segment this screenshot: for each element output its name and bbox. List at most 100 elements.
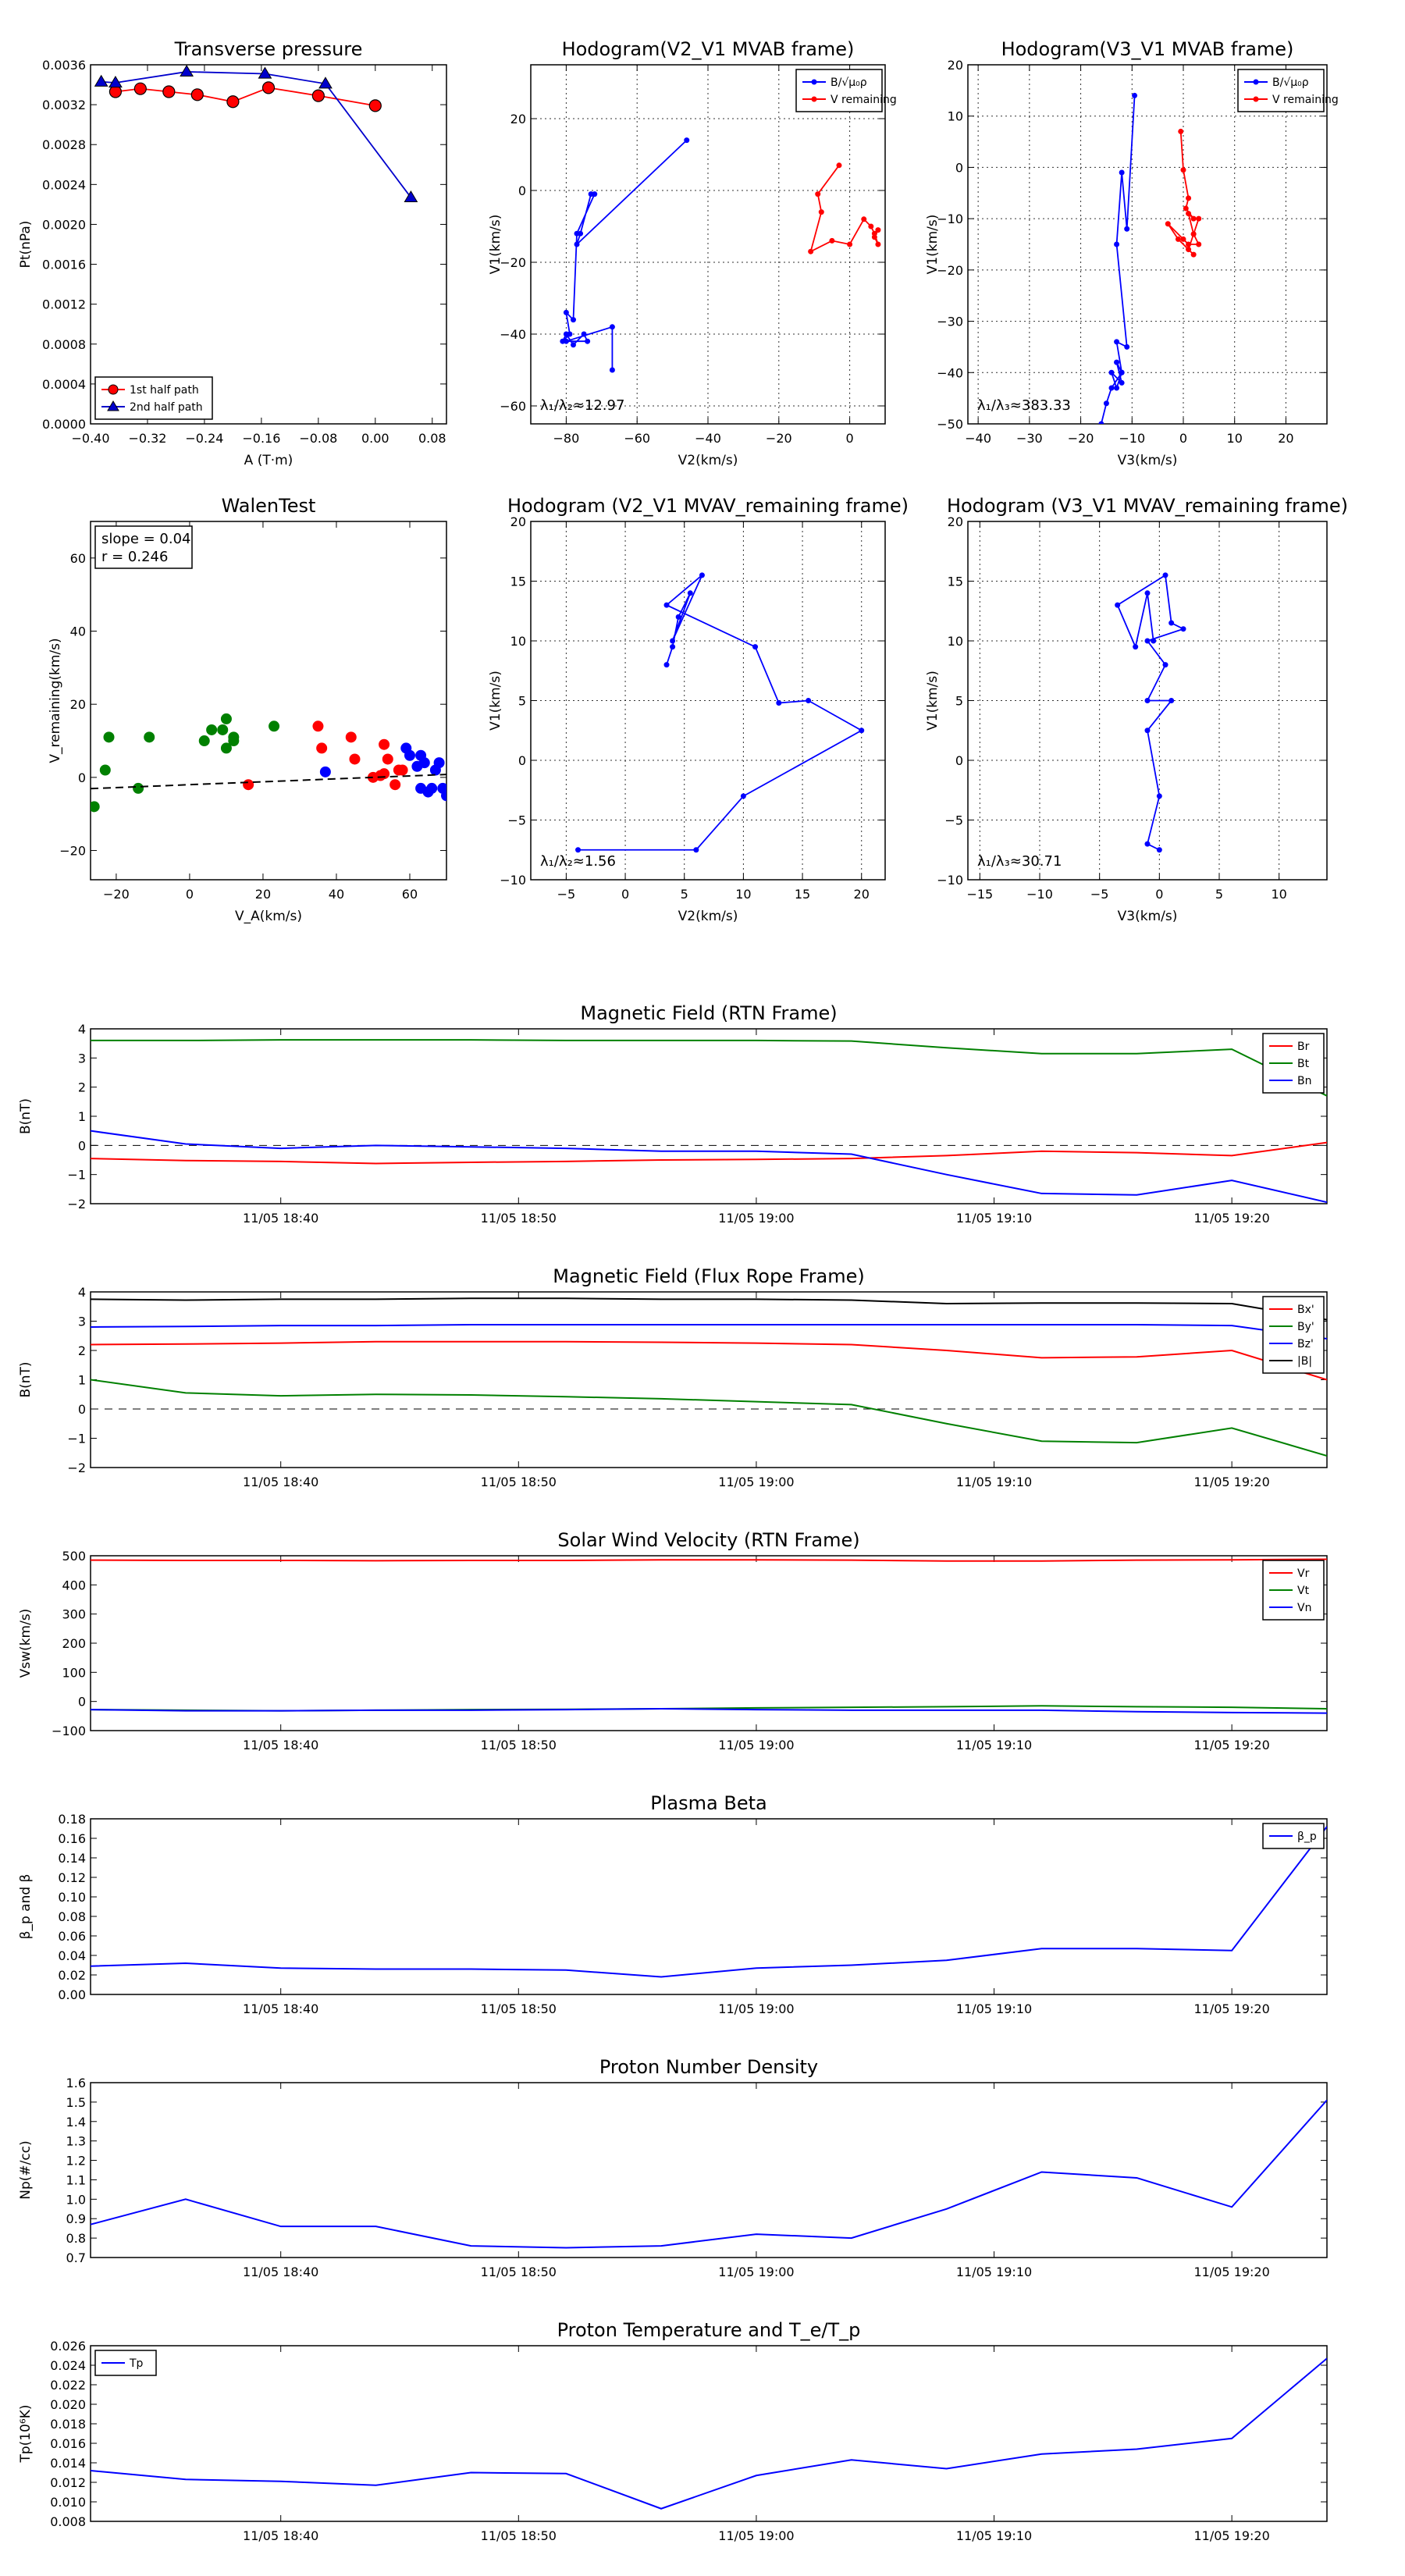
h4-xtick-label: 0 [1155,887,1163,902]
walen-point [217,724,229,735]
mag_rtn-legend-label: Br [1297,1041,1310,1053]
walen-ylabel: V_remaining(km/s) [48,638,63,763]
h3-point [687,590,693,596]
np-xtick-label: 11/05 19:20 [1193,2265,1269,2279]
beta-ytick-label: 0.08 [58,1909,86,1924]
h3-point [663,602,670,608]
h1-xtick-label: −20 [766,431,792,446]
h3-series-0 [575,572,865,853]
tp-series-line [115,87,375,107]
h1-series-1 [808,162,881,254]
tp_temp-ylabel: Tp(10⁶K) [18,2404,34,2463]
tp-legend-marker [108,384,119,395]
mag_rtn-ytick-label: 4 [78,1022,86,1037]
np-axes-frame [90,2082,1328,2258]
mag_rtn-xtick-label: 11/05 19:20 [1193,1211,1269,1226]
h1-ylabel: V1(km/s) [488,215,503,275]
h3-xtick-label: 0 [621,887,629,902]
walen-ytick-label: 60 [70,551,86,566]
vsw-series-line [91,1707,1327,1714]
h2-xtick-label: 10 [1227,431,1243,446]
h4-point [1168,698,1175,703]
h1-point [581,331,587,337]
h2-ytick-label: −20 [937,263,963,278]
walen-point [426,782,438,794]
vsw-legend-label: Vn [1297,1602,1311,1614]
mag_rtn-xtick-label: 11/05 18:40 [243,1211,318,1226]
mag_fr-legend-label: Bx' [1297,1304,1314,1316]
walen-point [220,713,232,724]
h2-ytick-label: −40 [937,365,963,380]
tp_temp-title: Proton Temperature and T_e/T_p [557,2319,861,2341]
mag_rtn-series-line [91,1141,1327,1165]
walen-ytick-label: 0 [78,770,86,785]
np-series-0 [91,2099,1327,2249]
tp-point [162,85,176,98]
h4-series-line [1116,574,1186,851]
mag_rtn-series-2 [91,1130,1327,1204]
h4-xtick-label: −15 [966,887,993,902]
h2-point [1119,379,1125,386]
mag_rtn-series-1 [91,1039,1327,1097]
h2-ylabel: V1(km/s) [925,215,941,275]
np-ytick-label: 1.0 [66,2192,86,2207]
tp_temp-ytick-label: 0.024 [50,2358,86,2373]
h4-point [1144,841,1151,847]
h2-point [1190,215,1197,222]
beta-ylabel: β_p and β [18,1874,34,1940]
h2-point [1114,241,1120,247]
h4-annotation: λ₁/λ₃≈30.71 [977,853,1062,870]
mag_fr-legend-label: Bz' [1297,1338,1314,1350]
tp_temp-ytick-label: 0.014 [50,2456,86,2471]
tp-point [261,81,276,94]
h3-ylabel: V1(km/s) [488,671,503,731]
vsw-ytick-label: 200 [62,1636,86,1651]
walen-xtick-label: −20 [103,887,130,902]
mag_rtn-series-0 [91,1141,1327,1165]
walen-point [103,731,115,743]
h3-point [663,662,670,668]
h4-xtick-label: 5 [1215,887,1223,902]
vsw-xtick-label: 11/05 19:00 [718,1738,794,1752]
tp-point [94,74,108,87]
beta-ytick-label: 0.12 [58,1870,86,1885]
tp_temp-axes-frame [90,2345,1328,2522]
h3-xtick-label: 20 [854,887,870,902]
h1-point [574,230,580,237]
np-ytick-label: 1.2 [66,2154,86,2169]
mag_fr-xtick-label: 11/05 18:50 [481,1475,557,1489]
h3-series-line [578,575,863,851]
beta-ytick-label: 0.10 [58,1890,86,1905]
np-xtick-label: 11/05 19:10 [956,2265,1032,2279]
h3-xtick-label: 10 [735,887,751,902]
np-ytick-label: 0.8 [66,2231,86,2246]
mag_fr-title: Magnetic Field (Flux Rope Frame) [553,1265,864,1287]
h2-ytick-label: 10 [948,109,963,124]
walen-point [312,720,324,732]
h3-point [693,847,699,853]
walen-point [433,757,445,769]
h4-ylabel: V1(km/s) [925,671,941,731]
np-ytick-label: 1.6 [66,2076,86,2090]
h2-point [1119,169,1125,176]
walen-series-0 [91,713,280,813]
walen-xtick-label: 40 [329,887,344,902]
h2-series-1 [1165,128,1202,258]
beta-xtick-label: 11/05 18:40 [243,2001,318,2016]
h3-ytick-label: −5 [507,813,526,828]
h3-ytick-label: −10 [500,873,526,888]
h2-point [1186,211,1192,217]
h3-point [575,847,582,853]
h2-point [1186,195,1192,201]
h2-point [1114,359,1120,365]
h2-legend-marker [1253,79,1259,85]
h4-ytick-label: −10 [937,873,963,888]
tp_temp-ytick-label: 0.012 [50,2475,86,2490]
h4-ytick-label: −5 [944,813,963,828]
tp-series-0 [108,81,382,112]
h1-point [868,223,874,229]
h1-point [808,248,814,254]
tp_temp-ytick-label: 0.026 [50,2339,86,2354]
h2-legend-label: B/√μ₀ρ [1272,76,1309,89]
h1-legend-marker [811,79,817,85]
